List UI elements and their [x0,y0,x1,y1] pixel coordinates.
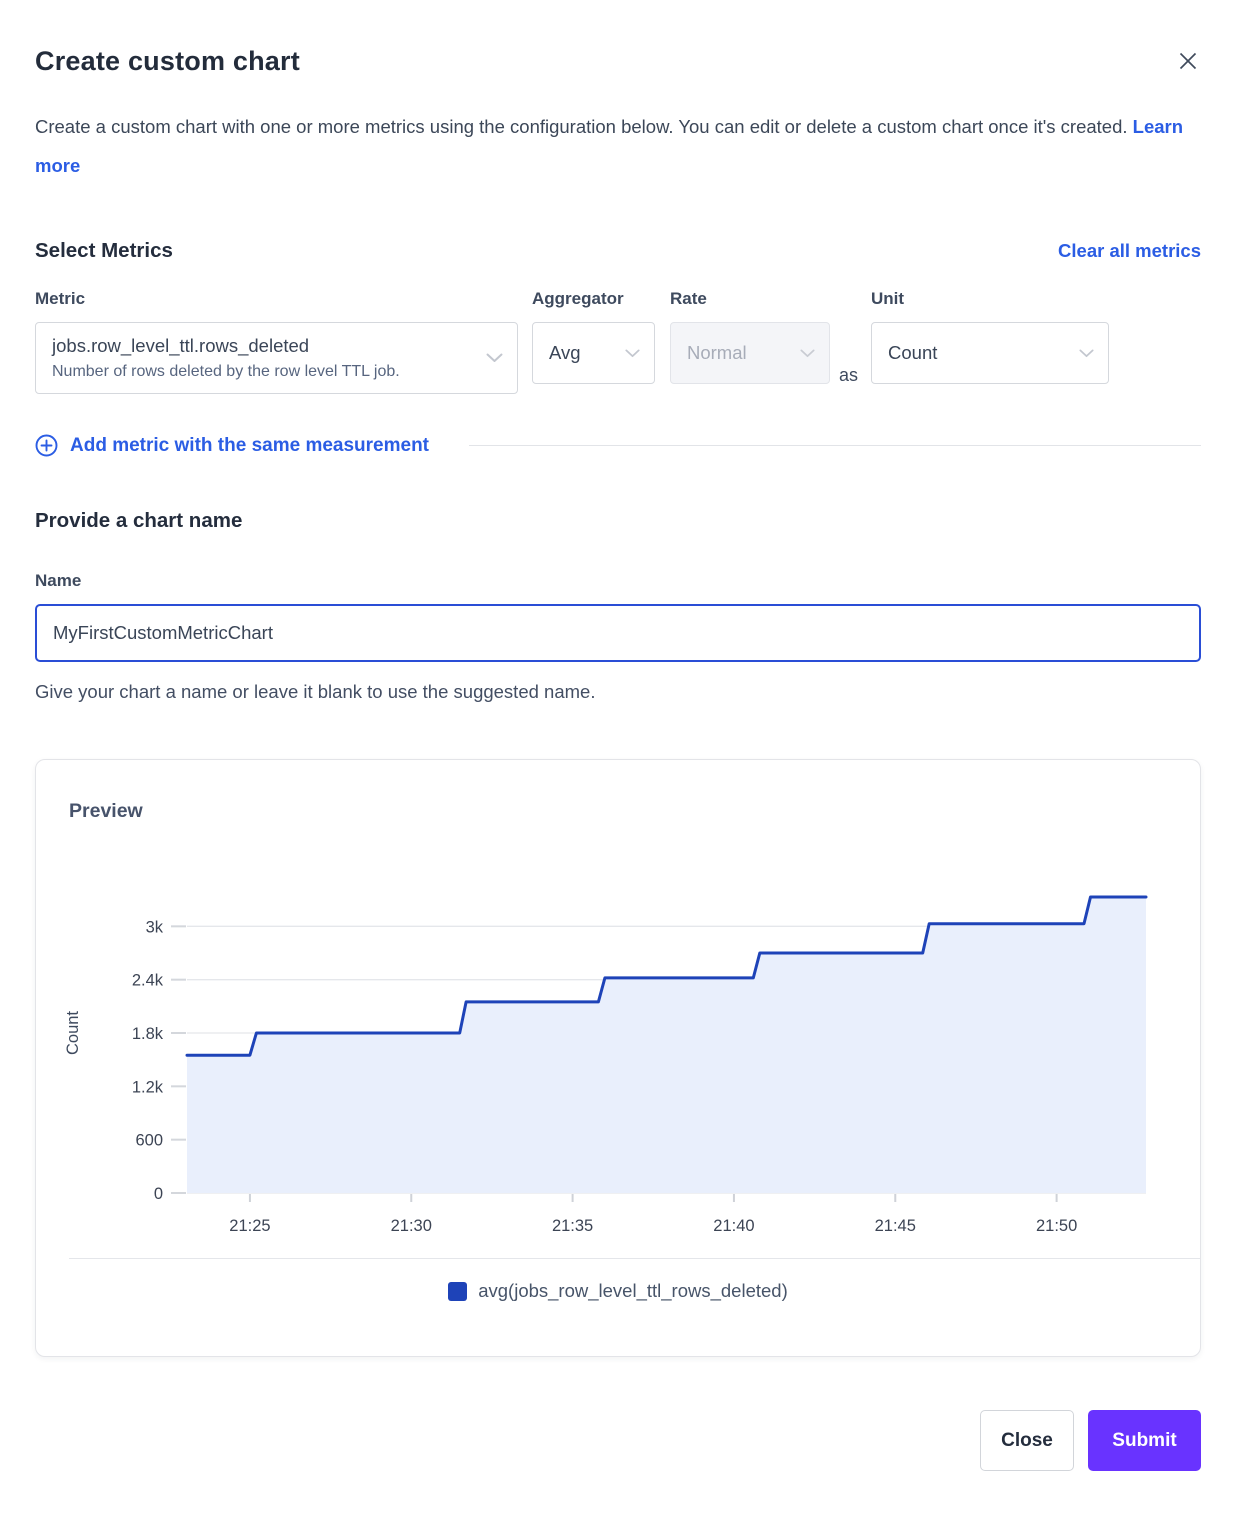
metric-config-row: Metric jobs.row_level_ttl.rows_deleted N… [35,289,1201,394]
rate-select-value: Normal [687,342,747,363]
dialog-title: Create custom chart [35,46,300,76]
divider [469,445,1201,446]
preview-heading: Preview [69,800,143,822]
close-button[interactable]: Close [980,1410,1074,1471]
chevron-down-icon [800,349,815,357]
svg-text:600: 600 [135,1132,163,1150]
add-metric-button[interactable]: Add metric with the same measurement [35,434,429,457]
chart-name-heading: Provide a chart name [35,509,243,532]
clear-all-metrics-link[interactable]: Clear all metrics [1058,240,1201,261]
metric-select-value: jobs.row_level_ttl.rows_deleted [52,334,310,356]
unit-label: Unit [871,289,905,308]
learn-more-link[interactable]: Learn more [35,116,1184,176]
svg-text:21:25: 21:25 [229,1217,270,1235]
svg-text:1.2k: 1.2k [132,1078,164,1096]
metric-select-description: Number of rows deleted by the row level … [52,362,400,380]
aggregator-select[interactable]: Avg [532,322,655,384]
chevron-down-icon [486,353,503,362]
close-icon[interactable] [1177,50,1199,77]
svg-text:21:40: 21:40 [713,1217,754,1235]
description-text: Create a custom chart with one or more m… [35,116,1128,137]
svg-text:21:45: 21:45 [875,1217,916,1235]
svg-text:1.8k: 1.8k [132,1025,164,1043]
rate-label: Rate [670,289,707,308]
chart-legend: avg(jobs_row_level_ttl_rows_deleted) [36,1280,1200,1302]
unit-select[interactable]: Count [871,322,1110,384]
svg-text:21:50: 21:50 [1036,1217,1077,1235]
aggregator-select-value: Avg [549,342,581,363]
plus-circle-icon [35,434,58,457]
dialog-header: Create custom chart [35,0,1201,77]
svg-text:0: 0 [154,1185,163,1203]
svg-text:3k: 3k [146,918,164,936]
legend-swatch [448,1281,468,1301]
aggregator-label: Aggregator [532,289,624,308]
chevron-down-icon [1079,349,1094,357]
as-label: as [839,365,859,385]
preview-card: Preview 0 600 1.2k 1.8k 2.4k 3k 21:25 21:30 21:3… [35,759,1201,1357]
unit-select-value: Count [888,342,938,363]
metric-select[interactable]: jobs.row_level_ttl.rows_deleted Number o… [35,322,518,394]
legend-label: avg(jobs_row_level_ttl_rows_deleted) [478,1280,788,1301]
svg-text:21:30: 21:30 [391,1217,432,1235]
name-label: Name [35,571,82,590]
name-helper-text: Give your chart a name or leave it blank… [35,681,596,702]
chevron-down-icon [625,349,640,357]
select-metrics-heading: Select Metrics [35,239,173,262]
preview-chart: 0 600 1.2k 1.8k 2.4k 3k 21:25 21:30 21:35 21:40 21… [64,895,1148,1235]
rate-select[interactable]: Normal [670,322,830,384]
add-metric-label: Add metric with the same measurement [70,434,429,456]
name-input[interactable] [35,604,1201,662]
submit-button[interactable]: Submit [1088,1410,1201,1471]
svg-text:Count: Count [64,1011,82,1055]
svg-text:2.4k: 2.4k [132,972,164,990]
legend-divider [69,1258,1200,1259]
dialog-description: Create a custom chart with one or more m… [35,107,1185,185]
svg-text:21:35: 21:35 [552,1217,593,1235]
metric-label: Metric [35,289,86,308]
